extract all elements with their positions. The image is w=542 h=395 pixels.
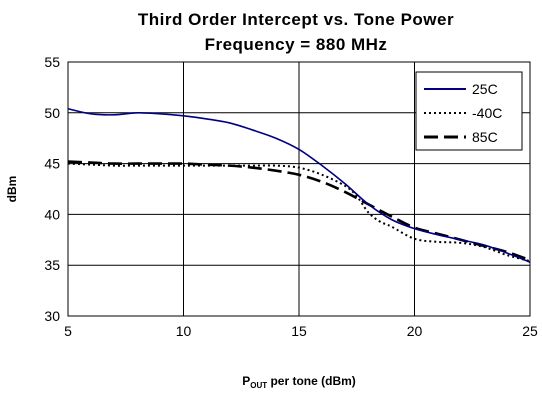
legend-label-minus40c: -40C — [472, 105, 502, 121]
x-tick-label: 5 — [64, 323, 72, 339]
x-axis-label-rest: per tone (dBm) — [267, 374, 356, 388]
legend-label-25c: 25C — [472, 81, 498, 97]
y-tick-label: 45 — [44, 156, 60, 172]
y-tick-label: 30 — [44, 308, 60, 324]
x-tick-label: 25 — [522, 323, 538, 339]
chart-subtitle: Frequency = 880 MHz — [205, 35, 388, 54]
series-line-minus40c — [67, 162, 531, 263]
series-line-85c — [67, 160, 531, 262]
legend: 25C -40C 85C — [415, 71, 523, 151]
x-tick-label: 10 — [176, 323, 192, 339]
x-tick-label: 20 — [407, 323, 423, 339]
x-axis-label-subscript: OUT — [250, 381, 267, 390]
chart-title: Third Order Intercept vs. Tone Power — [138, 10, 454, 29]
y-tick-label: 50 — [44, 105, 60, 121]
axis-ticks: 5 10 15 20 25 30 35 40 45 50 55 — [44, 54, 538, 339]
series-group — [67, 107, 531, 263]
y-tick-label: 55 — [44, 54, 60, 70]
y-axis-label: dBm — [5, 176, 19, 203]
x-axis-label: POUT per tone (dBm) — [242, 374, 356, 390]
x-axis-label-main: P — [242, 374, 250, 388]
y-tick-label: 40 — [44, 206, 60, 222]
legend-label-85c: 85C — [472, 129, 498, 145]
y-tick-label: 35 — [44, 257, 60, 273]
series-line-25c — [67, 107, 531, 263]
x-tick-label: 15 — [291, 323, 307, 339]
